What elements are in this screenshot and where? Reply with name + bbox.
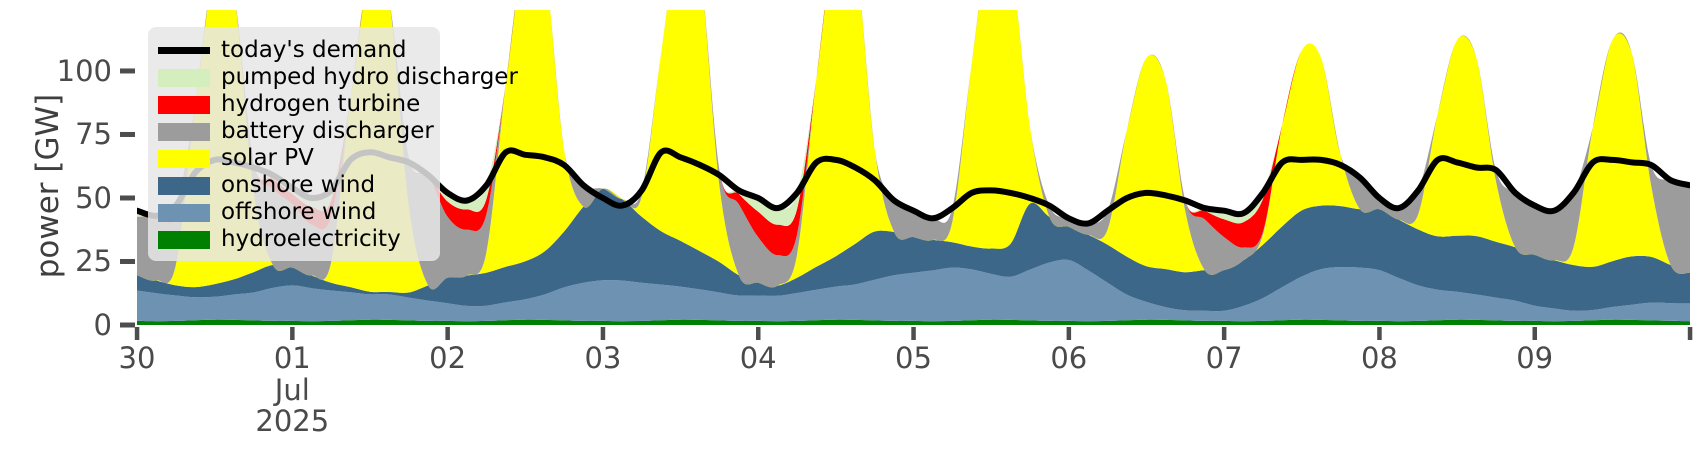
legend-item-hydroelectricity: hydroelectricity [148,226,440,253]
legend-swatch [158,149,210,168]
y-tick-label: 50 [75,180,112,215]
y-tick-mark [120,131,135,137]
x-tick-label: 03 [584,341,622,375]
area-offshore-wind [137,259,1690,322]
legend-item-onshore-wind: onshore wind [148,172,440,199]
area-onshore-wind [137,188,1690,312]
legend-swatch [158,230,210,249]
legend-label: onshore wind [221,172,376,198]
axis-ticks [120,68,1693,340]
legend: today's demand pumped hydro discharger hyd… [148,27,518,261]
x-tick-label: 02 [429,341,467,375]
x-axis-offset-label: Jul [274,373,310,407]
legend-item-offshore-wind: offshore wind [148,199,440,226]
y-tick-label: 100 [56,53,112,88]
legend-label: pumped hydro discharger [221,64,518,90]
x-tick-mark [1687,327,1693,340]
x-tick-label: 07 [1205,341,1243,375]
y-tick-label: 75 [75,117,112,152]
x-tick-mark [1066,327,1072,340]
area-solar-pv [137,10,1690,293]
x-tick-label: 08 [1360,341,1398,375]
area-battery-discharger [137,10,1690,290]
legend-swatch [158,68,210,87]
x-axis-offset-label: 2025 [255,404,330,438]
x-tick-mark [911,327,916,340]
legend-swatch [158,176,210,195]
x-tick-label: 30 [118,341,156,375]
legend-label: battery discharger [221,118,434,144]
x-tick-label: 01 [273,341,311,375]
x-tick-mark [134,327,140,340]
legend-item-solar-pv: solar PV [148,145,440,172]
y-tick-mark [120,322,135,328]
legend-item-pumped-hydro-discharger: pumped hydro discharger [148,64,518,91]
x-tick-mark [290,327,295,340]
legend-label: solar PV [221,145,314,171]
y-tick-mark [120,195,135,201]
x-tick-label: 04 [739,341,777,375]
x-tick-mark [1221,327,1227,340]
legend-item-hydrogen-turbine: hydrogen turbine [148,91,440,118]
legend-label: hydroelectricity [221,226,401,252]
stacked-areas [137,10,1690,325]
area-hydroelectricity [137,319,1690,325]
x-tick-mark [756,327,761,340]
legend-swatch [158,95,210,114]
legend-swatch [158,203,210,222]
y-tick-label: 25 [75,244,112,279]
legend-item-battery-discharger: battery discharger [148,118,440,145]
legend-label: today's demand [221,37,407,63]
legend-item-today-s-demand: today's demand [148,37,440,64]
x-tick-label: 09 [1516,341,1554,375]
legend-label: offshore wind [221,199,377,225]
x-tick-label: 06 [1050,341,1088,375]
y-tick-label: 0 [93,308,112,342]
legend-swatch [158,122,210,141]
x-tick-label: 05 [895,341,932,375]
y-tick-mark [120,68,135,74]
legend-swatch [158,47,210,54]
x-tick-mark [445,327,450,340]
x-tick-mark [1377,327,1382,340]
x-tick-mark [600,327,606,340]
y-tick-mark [120,258,135,264]
legend-label: hydrogen turbine [221,91,421,117]
x-tick-mark [1532,327,1537,340]
